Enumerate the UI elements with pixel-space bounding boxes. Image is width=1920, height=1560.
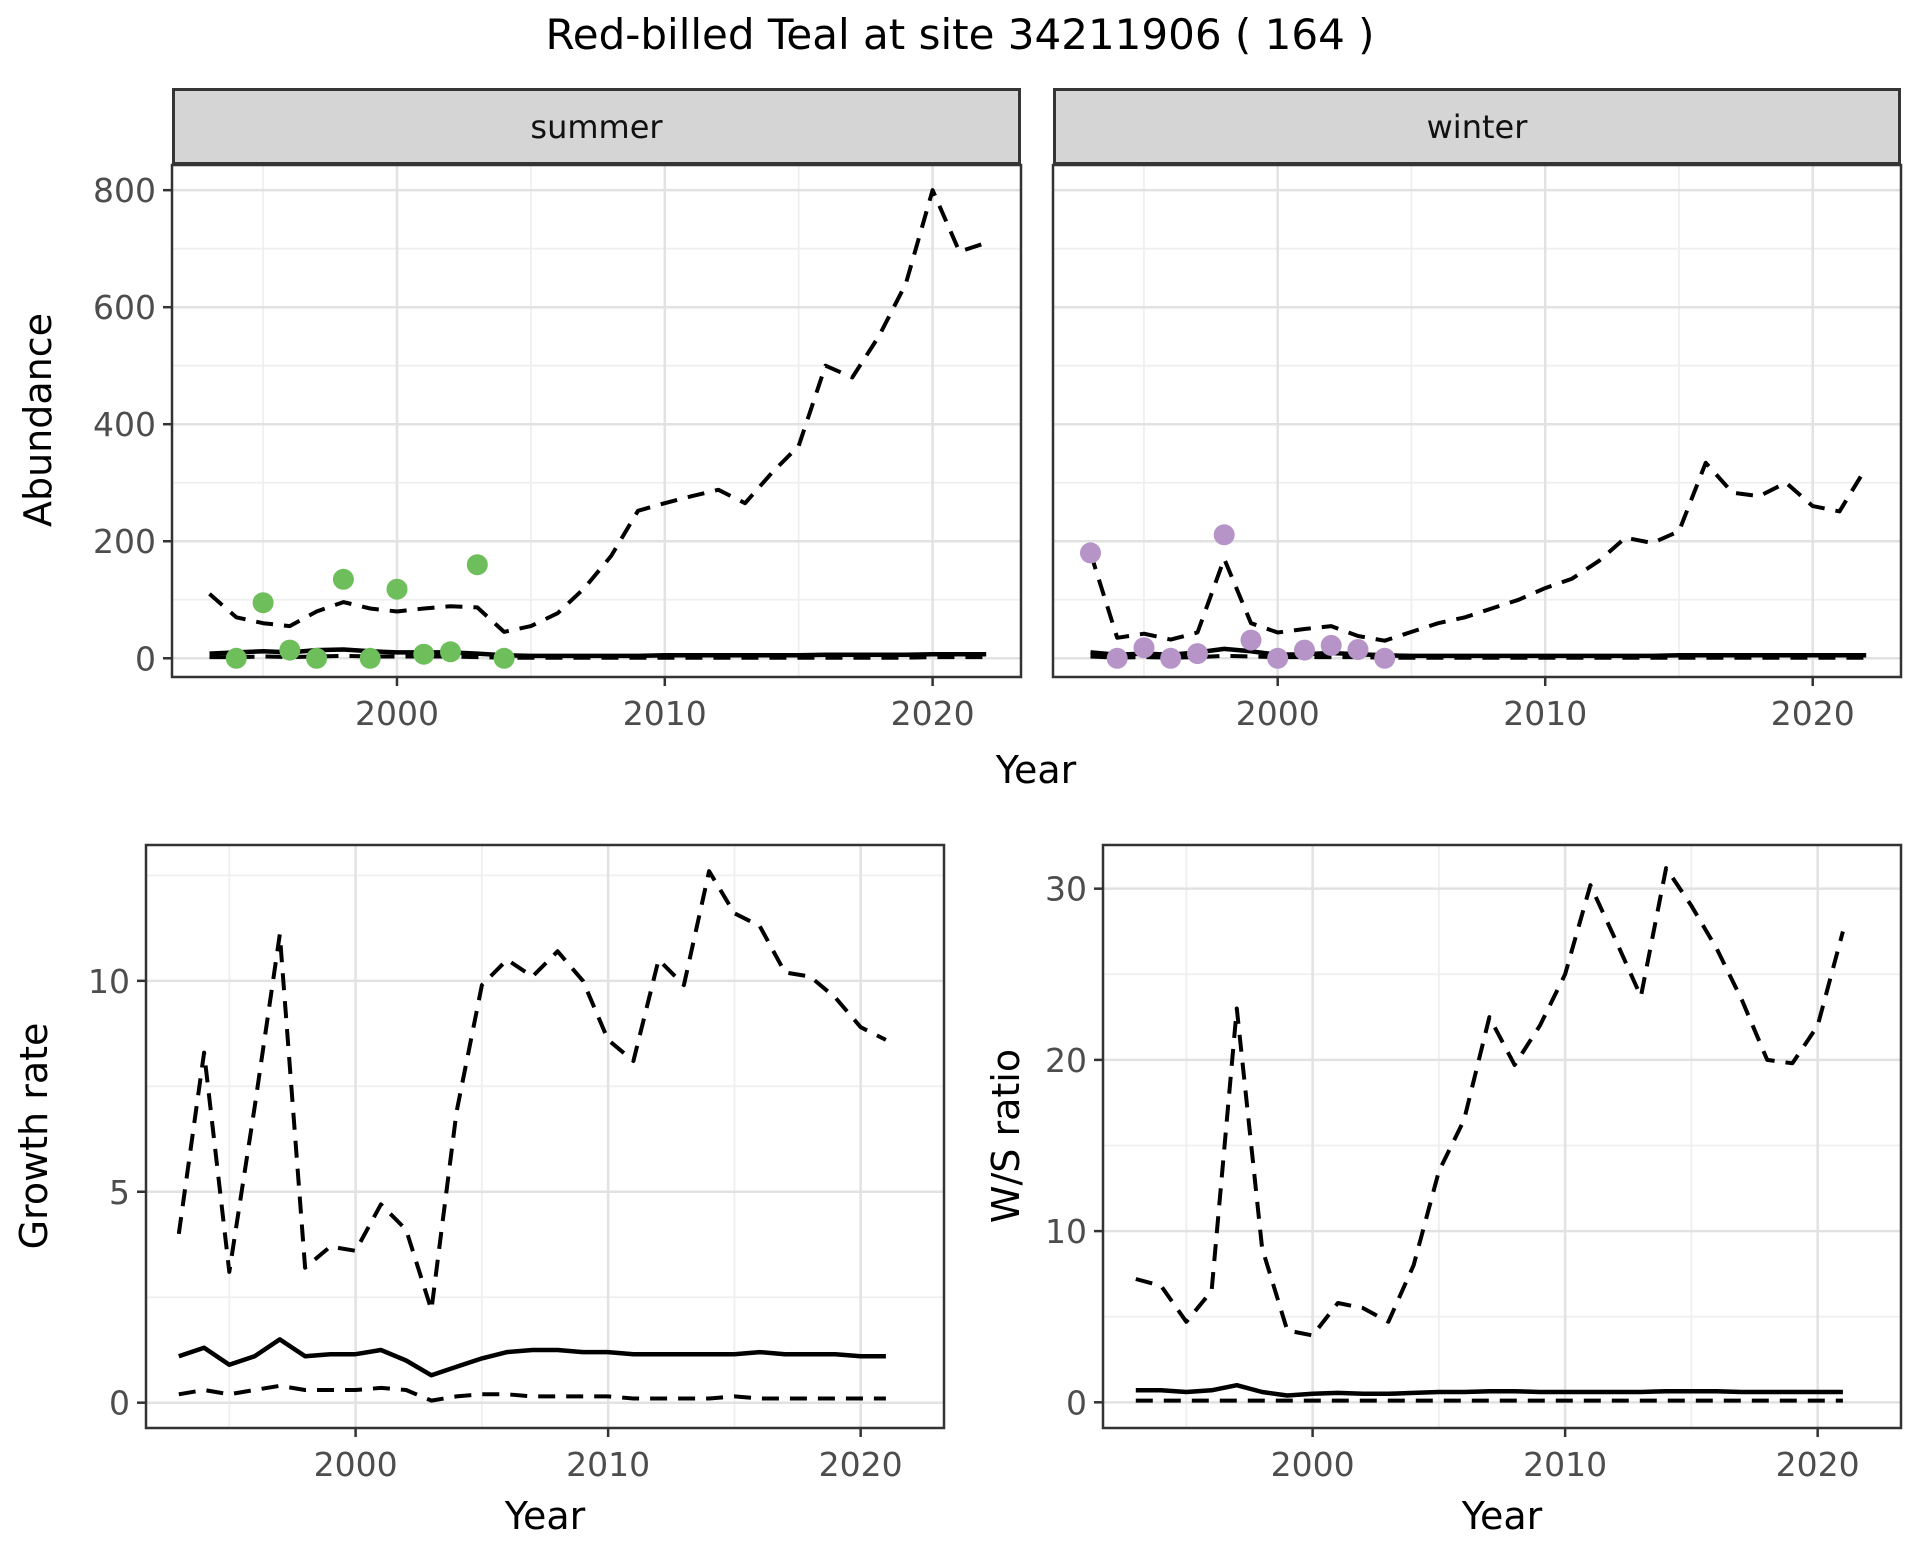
data-point-observed-summer-count [493,647,515,669]
growth-rate-axis-label: Growth rate [12,1022,56,1250]
x-tick-label: 2020 [1776,1445,1860,1484]
y-tick-label: 600 [93,288,156,327]
series-lower-dashed [178,1383,886,1403]
panel-background [1053,165,1901,677]
y-tick-label: 30 [1045,870,1087,909]
data-point-observed-winter-count [1294,639,1315,661]
data-point-observed-summer-count [440,641,461,663]
x-tick-label: 2000 [314,1445,398,1484]
data-point-observed-summer-count [225,647,247,669]
data-point-observed-winter-count [1320,634,1342,656]
series-upper-dashed [176,869,887,1312]
series-lower-dashed [1090,653,1867,660]
y-tick-label: 800 [93,171,156,210]
y-tick-label: 400 [93,405,156,444]
data-point-observed-winter-count [1347,639,1369,660]
data-point-observed-winter-count [1213,524,1235,546]
data-point-observed-winter-count [1267,647,1289,669]
panel-border [1101,843,1903,1430]
series-median-solid [1135,1382,1843,1398]
series-upper-dashed [1088,460,1868,643]
data-point-observed-winter-count [1187,643,1208,665]
data-point-observed-winter-count [1240,629,1262,651]
x-tick-label: 2010 [566,1445,650,1484]
x-tick-label: 2000 [1236,694,1320,733]
series-median-solid [1090,646,1867,659]
data-point-observed-summer-count [279,639,301,661]
x-tick-label: 2000 [355,694,439,733]
x-tick-label: 2020 [891,694,975,733]
y-tick-label: 20 [1045,1041,1087,1080]
series-median-solid [209,647,987,659]
y-tick-label: 200 [93,522,156,561]
y-tick-label: 10 [1045,1212,1087,1251]
data-point-observed-winter-count [1080,542,1101,564]
series-lower-dashed [209,653,987,660]
data-point-observed-winter-count [1160,647,1182,669]
x-tick-label: 2020 [1771,694,1855,733]
series-upper-dashed [208,188,987,634]
panel-border [1051,163,1903,679]
series-upper-dashed [1135,866,1845,1338]
panel-background [172,165,1021,677]
top-year-axis-label: Year [995,748,1077,792]
y-tick-label: 0 [135,639,156,678]
data-point-observed-winter-count [1133,637,1155,659]
facet-strip-winter-label: winter [1426,107,1528,146]
data-point-observed-summer-count [386,578,408,600]
data-point-observed-summer-count [332,568,354,590]
figure-title: Red-billed Teal at site 34211906 ( 164 ) [545,10,1375,59]
abundance-axis-label: Abundance [16,312,60,528]
facet-strip-summer-label: summer [530,107,663,146]
growth-year-axis-label: Year [504,1494,586,1538]
y-tick-label: 10 [88,962,130,1001]
series-median-solid [178,1337,886,1378]
facet-strip-summer: summer [172,88,1021,165]
x-tick-label: 2020 [819,1445,903,1484]
x-tick-label: 2000 [1271,1445,1355,1484]
panel-border [144,843,946,1430]
x-tick-label: 2010 [1503,694,1587,733]
panel-border [170,163,1023,679]
data-point-observed-summer-count [413,643,435,665]
panel-background [146,845,944,1428]
data-point-observed-summer-count [306,647,328,669]
data-point-observed-summer-count [466,554,488,576]
ws-ratio-axis-label: W/S ratio [984,1048,1028,1224]
x-tick-label: 2010 [623,694,707,733]
facet-strip-winter: winter [1053,88,1901,165]
panel-background [1103,845,1901,1428]
data-point-observed-summer-count [252,592,274,614]
data-point-observed-winter-count [1106,647,1128,669]
data-point-observed-winter-count [1374,647,1396,669]
y-tick-label: 0 [109,1384,130,1423]
y-tick-label: 0 [1066,1383,1087,1422]
x-tick-label: 2010 [1523,1445,1607,1484]
ws-year-axis-label: Year [1461,1494,1543,1538]
y-tick-label: 5 [109,1173,130,1212]
data-point-observed-summer-count [359,647,381,669]
